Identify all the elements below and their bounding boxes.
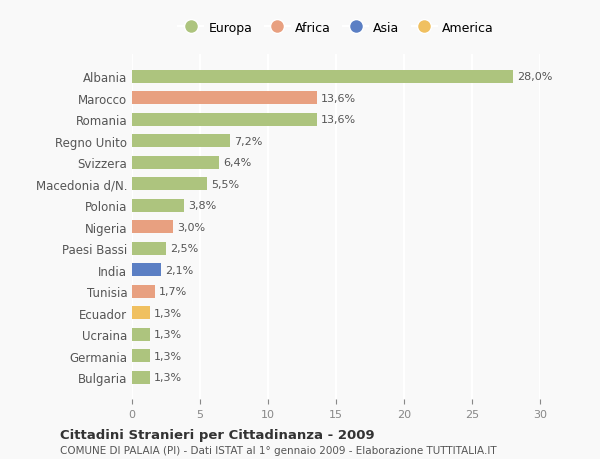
Bar <box>132 285 155 298</box>
Bar <box>132 307 149 319</box>
Bar <box>132 263 161 276</box>
Bar <box>132 71 513 84</box>
Text: 1,3%: 1,3% <box>154 351 182 361</box>
Text: 13,6%: 13,6% <box>321 115 356 125</box>
Text: 28,0%: 28,0% <box>517 72 552 82</box>
Text: 1,7%: 1,7% <box>159 286 187 297</box>
Text: COMUNE DI PALAIA (PI) - Dati ISTAT al 1° gennaio 2009 - Elaborazione TUTTITALIA.: COMUNE DI PALAIA (PI) - Dati ISTAT al 1°… <box>60 446 497 455</box>
Text: 1,3%: 1,3% <box>154 308 182 318</box>
Text: 3,0%: 3,0% <box>177 222 205 232</box>
Bar <box>132 371 149 384</box>
Bar <box>132 199 184 212</box>
Bar <box>132 157 219 169</box>
Text: Cittadini Stranieri per Cittadinanza - 2009: Cittadini Stranieri per Cittadinanza - 2… <box>60 428 374 442</box>
Text: 2,1%: 2,1% <box>164 265 193 275</box>
Text: 2,5%: 2,5% <box>170 244 199 254</box>
Text: 5,5%: 5,5% <box>211 179 239 189</box>
Bar <box>132 178 207 191</box>
Text: 1,3%: 1,3% <box>154 372 182 382</box>
Bar <box>132 349 149 362</box>
Text: 6,4%: 6,4% <box>223 158 251 168</box>
Text: 1,3%: 1,3% <box>154 330 182 339</box>
Bar <box>132 113 317 127</box>
Text: 3,8%: 3,8% <box>188 201 216 211</box>
Text: 7,2%: 7,2% <box>234 136 262 146</box>
Bar <box>132 135 230 148</box>
Legend: Europa, Africa, Asia, America: Europa, Africa, Asia, America <box>173 17 499 39</box>
Text: 13,6%: 13,6% <box>321 94 356 104</box>
Bar <box>132 92 317 105</box>
Bar <box>132 242 166 255</box>
Bar <box>132 221 173 234</box>
Bar <box>132 328 149 341</box>
